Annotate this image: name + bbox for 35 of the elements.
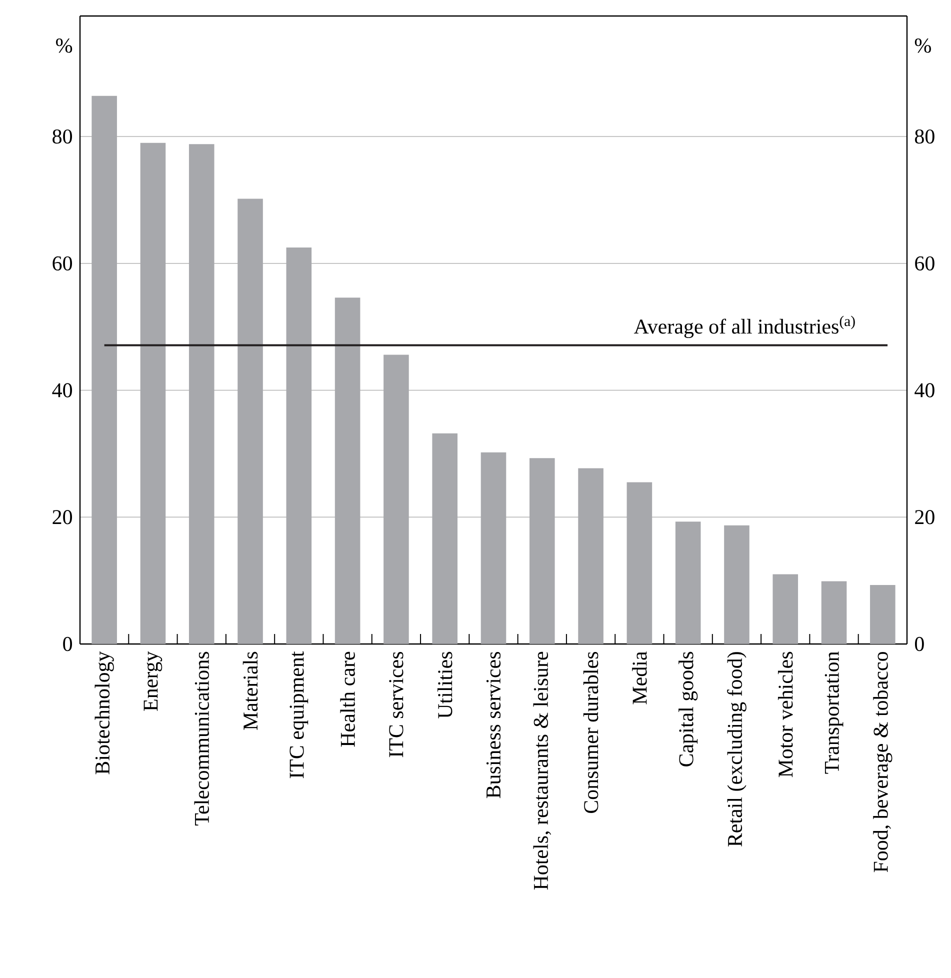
y-tick-label: 60	[52, 256, 72, 270]
x-tick-label: Materials	[242, 652, 258, 730]
y2-tick-label: 40	[914, 383, 934, 398]
bar	[821, 581, 847, 644]
x-tick-label: Capital goods	[678, 652, 698, 766]
y2-tick-label: 20	[915, 510, 934, 524]
x-tick-label: ITC services	[389, 652, 404, 758]
y2-axis-title: %	[914, 38, 931, 53]
x-tick-label: Consumer durables	[583, 652, 598, 814]
y2-tick-label: 0	[914, 636, 924, 652]
y-tick-label: 40	[52, 383, 72, 398]
x-tick-label: Media	[632, 651, 647, 704]
x-tick-label: Telecommunications	[194, 652, 209, 826]
x-tick-label: ITC equipment	[290, 651, 308, 778]
y-tick-label: 80	[52, 129, 72, 144]
ref-line-label: Average of all industries$^{(a)}$	[634, 316, 855, 338]
bar	[772, 574, 798, 644]
y-axis-title: %	[56, 38, 72, 53]
bar	[870, 585, 896, 644]
x-tick-label: Biotechnology	[94, 651, 114, 774]
y-tick-label: 20	[52, 510, 72, 524]
x-tick-label: Food, beverage & tobacco	[873, 652, 892, 872]
y-tick-label: 0	[63, 636, 72, 652]
x-tick-label: Business services	[486, 652, 501, 798]
x-tick-label: Retail (excluding food)	[727, 652, 746, 847]
x-tick-label: Hotels, restaurants & leisure	[533, 652, 552, 890]
x-tick-label: Health care	[340, 652, 355, 747]
x-tick-label: Transportation	[824, 652, 844, 774]
x-tick-label: Energy	[144, 651, 162, 711]
y2-tick-label: 80	[914, 129, 934, 144]
bar	[724, 525, 750, 644]
x-tick-label: Motor vehicles	[778, 652, 793, 778]
x-tick-label: Utilities	[437, 652, 452, 718]
bar	[675, 522, 701, 644]
y2-tick-label: 60	[915, 256, 934, 270]
